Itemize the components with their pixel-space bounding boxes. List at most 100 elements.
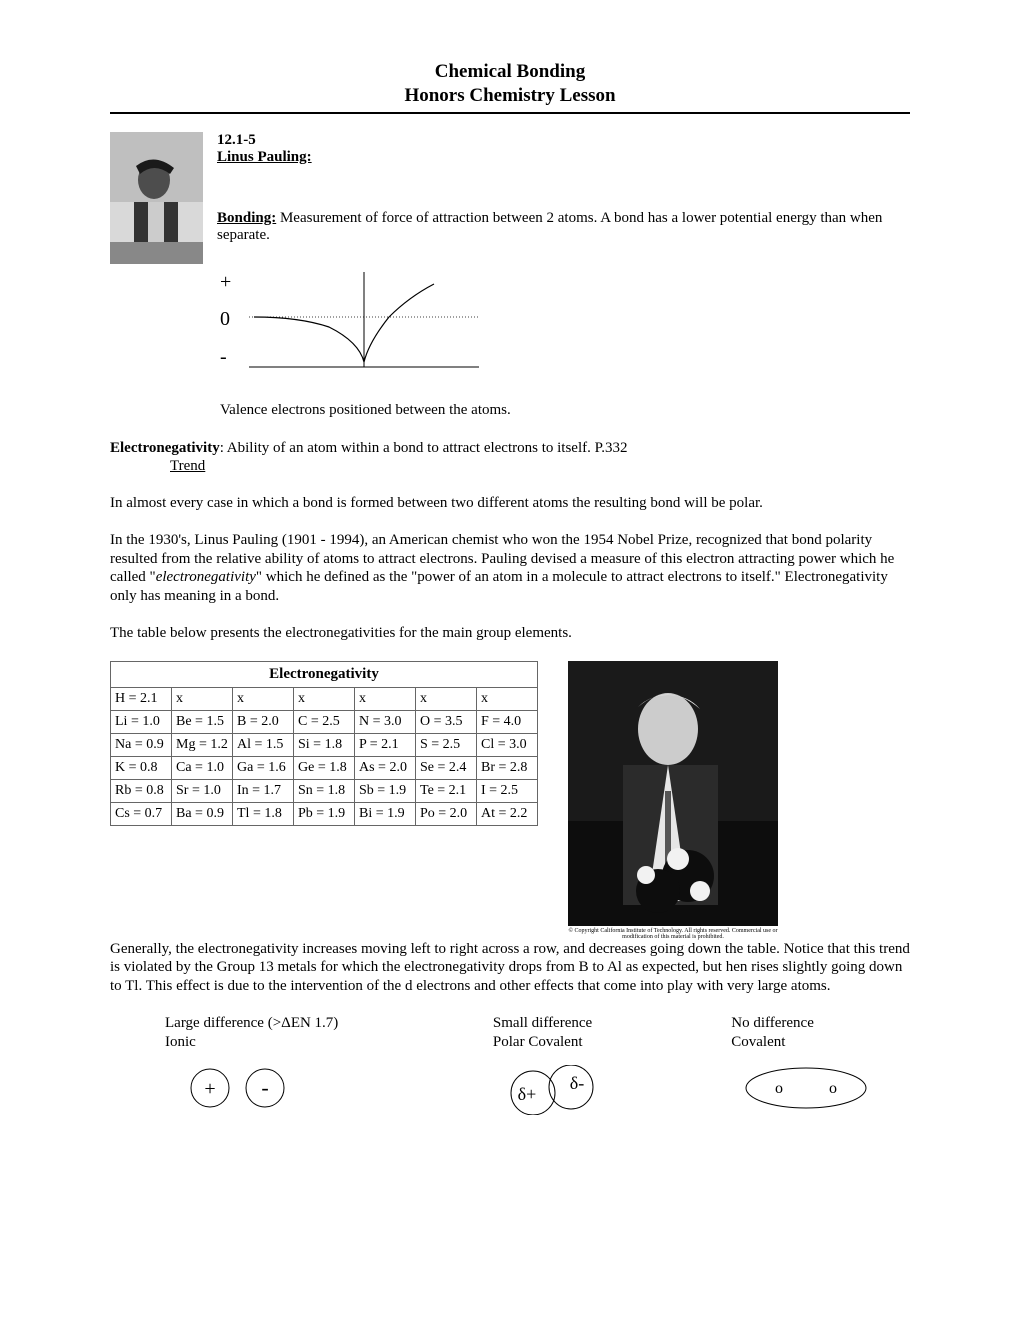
bonding-label: Bonding: <box>217 210 276 226</box>
bond-covalent: No difference Covalent o o <box>731 1014 910 1115</box>
ionic-line1: Large difference (>ΔEN 1.7) <box>165 1015 338 1031</box>
title-line-2: Honors Chemistry Lesson <box>110 84 910 108</box>
pauling-name-label: Linus Pauling: <box>217 149 312 165</box>
para-pauling-i: electronegativity <box>156 569 256 585</box>
ionic-line2: Ionic <box>165 1034 196 1050</box>
bond-cov-label: No difference Covalent <box>731 1014 910 1053</box>
ionic-plus: + <box>204 1078 215 1100</box>
table-cell: Bi = 1.9 <box>355 802 416 825</box>
y-minus: - <box>220 347 231 367</box>
cov-line2: Covalent <box>731 1034 785 1050</box>
cov-o2: o <box>829 1080 837 1097</box>
table-cell: At = 2.2 <box>477 802 538 825</box>
bond-ionic: Large difference (>ΔEN 1.7) Ionic + - <box>165 1014 463 1115</box>
page-title: Chemical Bonding Honors Chemistry Lesson <box>110 60 910 108</box>
table-cell: B = 2.0 <box>233 710 294 733</box>
table-cell: Mg = 1.2 <box>172 733 233 756</box>
table-cell: x <box>355 687 416 710</box>
table-cell: Al = 1.5 <box>233 733 294 756</box>
para-pauling: In the 1930's, Linus Pauling (1901 - 199… <box>110 531 910 606</box>
table-row: H = 2.1xxxxxx <box>111 687 538 710</box>
table-cell: x <box>172 687 233 710</box>
table-wrap: Electronegativity H = 2.1xxxxxxLi = 1.0B… <box>110 661 538 844</box>
table-cell: Li = 1.0 <box>111 710 172 733</box>
table-cell: Sn = 1.8 <box>294 779 355 802</box>
table-cell: x <box>233 687 294 710</box>
table-cell: Si = 1.8 <box>294 733 355 756</box>
polar-line1: Small difference <box>493 1015 592 1031</box>
en-text: : Ability of an atom within a bond to at… <box>220 440 628 456</box>
table-cell: Na = 0.9 <box>111 733 172 756</box>
valence-line: Valence electrons positioned between the… <box>220 402 910 419</box>
electronegativity-table: Electronegativity H = 2.1xxxxxxLi = 1.0B… <box>110 661 538 826</box>
covalent-diagram: o o <box>731 1065 910 1111</box>
electronegativity-definition: Electronegativity: Ability of an atom wi… <box>110 439 910 477</box>
graph-y-labels: + 0 - <box>220 272 231 367</box>
table-cell: Pb = 1.9 <box>294 802 355 825</box>
bonding-definition: Bonding: Measurement of force of attract… <box>217 210 910 244</box>
bonding-text: Measurement of force of attraction betwe… <box>217 210 882 243</box>
table-cell: Se = 2.4 <box>416 756 477 779</box>
en-label: Electronegativity <box>110 440 220 456</box>
energy-graph: + 0 - <box>220 272 910 372</box>
bond-polar: Small difference Polar Covalent δ+ δ- <box>493 1014 731 1115</box>
table-cell: P = 2.1 <box>355 733 416 756</box>
portrait-caption: © Copyright California Institute of Tech… <box>568 928 778 940</box>
polar-line2: Polar Covalent <box>493 1034 583 1050</box>
en-table-body: H = 2.1xxxxxxLi = 1.0Be = 1.5B = 2.0C = … <box>111 687 538 825</box>
table-cell: Cl = 3.0 <box>477 733 538 756</box>
table-cell: H = 2.1 <box>111 687 172 710</box>
table-row: Cs = 0.7Ba = 0.9Tl = 1.8Pb = 1.9Bi = 1.9… <box>111 802 538 825</box>
table-cell: Cs = 0.7 <box>111 802 172 825</box>
table-cell: Tl = 1.8 <box>233 802 294 825</box>
table-cell: Ca = 1.0 <box>172 756 233 779</box>
table-cell: Te = 2.1 <box>416 779 477 802</box>
table-cell: x <box>416 687 477 710</box>
table-cell: Po = 2.0 <box>416 802 477 825</box>
table-row: Li = 1.0Be = 1.5B = 2.0C = 2.5N = 3.0O =… <box>111 710 538 733</box>
table-cell: S = 2.5 <box>416 733 477 756</box>
table-cell: x <box>294 687 355 710</box>
table-cell: K = 0.8 <box>111 756 172 779</box>
pauling-portrait-large: © Copyright California Institute of Tech… <box>568 661 778 940</box>
pauling-portrait-small <box>110 132 203 264</box>
bond-ionic-label: Large difference (>ΔEN 1.7) Ionic <box>165 1014 463 1053</box>
y-plus: + <box>220 272 231 292</box>
table-cell: F = 4.0 <box>477 710 538 733</box>
bond-polar-label: Small difference Polar Covalent <box>493 1014 731 1053</box>
table-cell: Ge = 1.8 <box>294 756 355 779</box>
table-cell: I = 2.5 <box>477 779 538 802</box>
table-cell: Ga = 1.6 <box>233 756 294 779</box>
para-trend: Generally, the electronegativity increas… <box>110 940 910 996</box>
polar-dminus: δ- <box>570 1073 584 1093</box>
table-cell: As = 2.0 <box>355 756 416 779</box>
table-cell: Rb = 0.8 <box>111 779 172 802</box>
energy-graph-svg <box>239 272 489 372</box>
table-row: Na = 0.9Mg = 1.2Al = 1.5Si = 1.8P = 2.1S… <box>111 733 538 756</box>
table-cell: Be = 1.5 <box>172 710 233 733</box>
section-ref: 12.1-5 <box>217 132 256 148</box>
table-row: Rb = 0.8Sr = 1.0In = 1.7Sn = 1.8Sb = 1.9… <box>111 779 538 802</box>
table-row: K = 0.8Ca = 1.0Ga = 1.6Ge = 1.8As = 2.0S… <box>111 756 538 779</box>
table-cell: Sr = 1.0 <box>172 779 233 802</box>
table-and-portrait-row: Electronegativity H = 2.1xxxxxxLi = 1.0B… <box>110 661 910 940</box>
polar-dplus: δ+ <box>518 1084 537 1104</box>
table-cell: C = 2.5 <box>294 710 355 733</box>
cov-line1: No difference <box>731 1015 814 1031</box>
cov-o1: o <box>775 1080 783 1097</box>
intro-text: 12.1-5 Linus Pauling: Bonding: Measureme… <box>217 132 910 264</box>
title-line-1: Chemical Bonding <box>110 60 910 84</box>
y-zero: 0 <box>220 309 231 329</box>
table-cell: Sb = 1.9 <box>355 779 416 802</box>
table-cell: O = 3.5 <box>416 710 477 733</box>
table-cell: Br = 2.8 <box>477 756 538 779</box>
polar-diagram: δ+ δ- <box>493 1065 731 1115</box>
table-cell: N = 3.0 <box>355 710 416 733</box>
table-cell: Ba = 0.9 <box>172 802 233 825</box>
title-rule <box>110 112 910 114</box>
para-polar: In almost every case in which a bond is … <box>110 494 910 513</box>
ionic-diagram: + - <box>165 1065 463 1111</box>
en-table-title: Electronegativity <box>111 661 538 687</box>
table-cell: In = 1.7 <box>233 779 294 802</box>
en-trend: Trend <box>170 458 205 474</box>
